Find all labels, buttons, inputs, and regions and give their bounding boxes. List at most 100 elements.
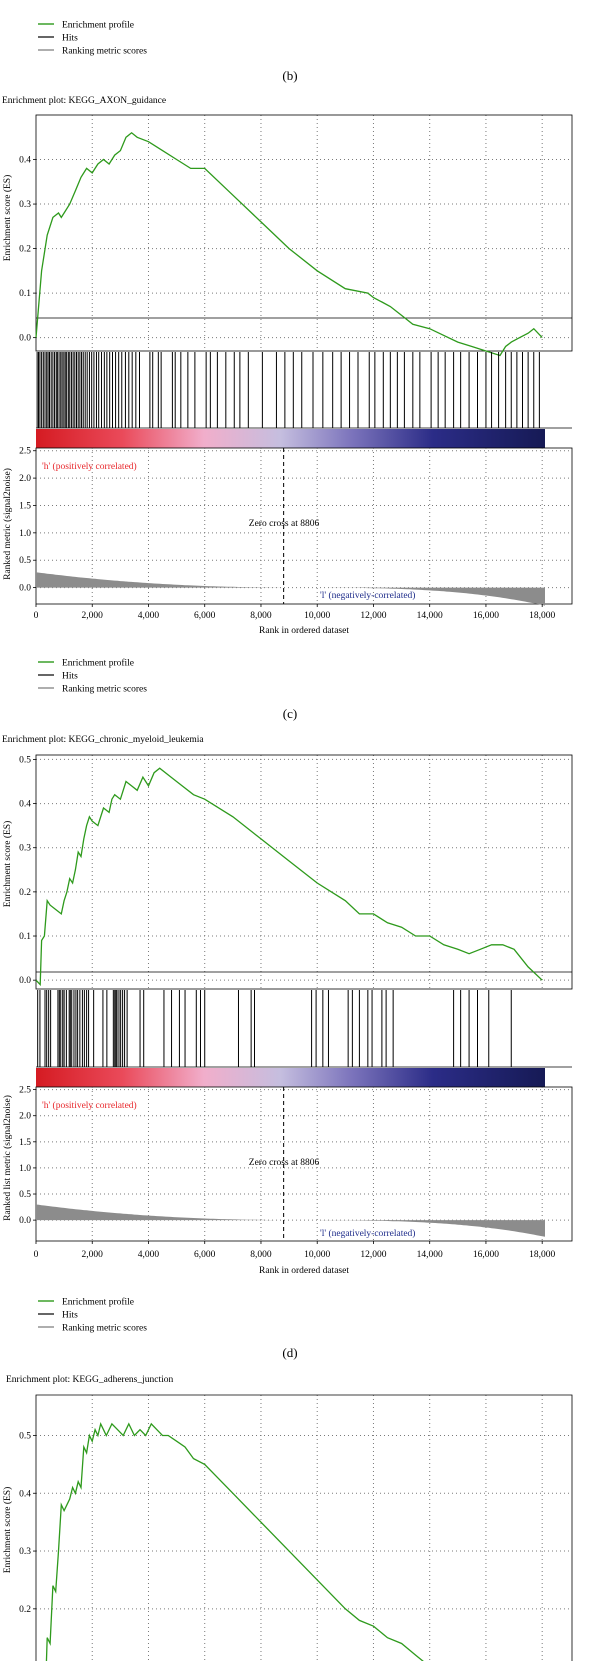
y-tick-label: 0.1 [19, 289, 31, 299]
x-tick-label: 2,000 [82, 611, 104, 621]
x-tick-label: 2,000 [82, 1250, 104, 1260]
legend-ranking-label: Ranking metric scores [62, 1324, 147, 1334]
x-tick-label: 6,000 [194, 1250, 216, 1260]
y-tick-label: 0.5 [19, 1431, 31, 1441]
panel-c-metric-grid [36, 1087, 572, 1241]
y-tick-label: 0.3 [19, 844, 31, 854]
panel-c-enrichment-plot: Enrichment plot: KEGG_chronic_myeloid_le… [2, 735, 573, 1276]
y-tick-label: 0.0 [19, 976, 31, 986]
panel-c-pos-label: 'h' (positively correlated) [42, 1100, 137, 1111]
x-tick-label: 16,000 [473, 1250, 499, 1260]
x-tick-label: 12,000 [360, 1250, 386, 1260]
y-tick-label: 2.0 [19, 1112, 31, 1122]
x-tick-label: 8,000 [250, 1250, 272, 1260]
panel-b-zero-cross-label: Zero cross at 8806 [249, 519, 320, 529]
legend-enrichment-label: Enrichment profile [62, 20, 134, 31]
panel-c-xlabel: Rank in ordered dataset [259, 1266, 349, 1276]
panel-c-hits [37, 990, 512, 1067]
panel-d-title: Enrichment plot: KEGG_adherens_junction [6, 1375, 174, 1385]
panel-c-es-grid [36, 755, 572, 989]
y-tick-label: 1.0 [19, 529, 31, 539]
x-tick-label: 6,000 [194, 611, 216, 621]
panel-d-es-frame [35, 1394, 573, 1661]
legend-b: Enrichment profile Hits Ranking metric s… [38, 658, 147, 695]
x-tick-label: 0 [34, 611, 39, 621]
legend-hits-label: Hits [62, 34, 78, 44]
x-tick-label: 18,000 [529, 1250, 555, 1260]
y-tick-label: 2.5 [19, 447, 31, 457]
y-tick-label: 0.5 [19, 556, 31, 566]
panel-b-es-ylabel: Enrichment score (ES) [2, 175, 13, 262]
panel-label-c: (c) [283, 706, 297, 721]
panel-c-es-ylabel: Enrichment score (ES) [2, 821, 13, 908]
panel-d-es-curve [45, 1421, 424, 1661]
y-tick-label: 2.5 [19, 1086, 31, 1096]
y-tick-label: 0.3 [19, 1547, 31, 1557]
y-tick-label: 1.5 [19, 1138, 31, 1148]
panel-c-es-frame [35, 754, 573, 990]
panel-b-xlabel: Rank in ordered dataset [259, 626, 349, 636]
panel-b-title: Enrichment plot: KEGG_AXON_guidance [2, 96, 166, 106]
y-tick-label: 0.4 [19, 1489, 31, 1499]
panel-b-metric-area [36, 572, 545, 606]
panel-b-enrichment-plot: Enrichment plot: KEGG_AXON_guidance 0.00… [2, 96, 573, 636]
y-tick-label: 1.5 [19, 501, 31, 511]
x-tick-label: 18,000 [529, 611, 555, 621]
x-tick-label: 4,000 [138, 611, 160, 621]
legend-hits-label: Hits [62, 672, 78, 682]
y-tick-label: 0.2 [19, 245, 31, 255]
x-tick-label: 10,000 [304, 1250, 330, 1260]
legend-a: Enrichment profile Hits Ranking metric s… [38, 20, 147, 57]
panel-c-metric-ylabel: Ranked list metric (signal2noise) [2, 1095, 13, 1221]
panel-b-es-yticks: 0.0 0.1 0.2 0.3 0.4 [19, 156, 36, 344]
legend-ranking-label: Ranking metric scores [62, 685, 147, 695]
panel-b-metric-yticks: 0.0 0.5 1.0 1.5 2.0 2.5 [19, 447, 36, 594]
panel-c-metric-frame [35, 1086, 573, 1242]
panel-b-hits [36, 352, 540, 428]
panel-d-enrichment-plot: Enrichment plot: KEGG_adherens_junction … [2, 1375, 573, 1661]
panel-b-metric-ylabel: Ranked metric (signal2noise) [2, 468, 13, 580]
x-tick-label: 4,000 [138, 1250, 160, 1260]
panel-c-title: Enrichment plot: KEGG_chronic_myeloid_le… [2, 735, 204, 745]
panel-b-xticks: 0 2,000 4,000 6,000 8,000 10,000 12,000 14,000 1… [34, 604, 556, 621]
panel-c-zero-cross-label: Zero cross at 8806 [249, 1158, 320, 1168]
x-tick-label: 0 [34, 1250, 39, 1260]
y-tick-label: 0.5 [19, 755, 31, 765]
y-tick-label: 0.1 [19, 932, 31, 942]
x-tick-label: 8,000 [250, 611, 272, 621]
legend-c: Enrichment profile Hits Ranking metric s… [38, 1297, 147, 1334]
panel-c-rank-gradient [36, 1068, 545, 1087]
y-tick-label: 0.0 [19, 584, 31, 594]
y-tick-label: 0.4 [19, 156, 31, 166]
legend-ranking-label: Ranking metric scores [62, 47, 147, 57]
y-tick-label: 0.0 [19, 1216, 31, 1226]
panel-c-xticks: 0 2,000 4,000 6,000 8,000 10,000 12,000 14,000 1… [34, 1241, 556, 1260]
y-tick-label: 0.0 [19, 334, 31, 344]
x-tick-label: 14,000 [417, 1250, 443, 1260]
y-tick-label: 0.2 [19, 888, 31, 898]
panel-c-es-yticks: 0.0 0.1 0.2 0.3 0.4 0.5 [19, 755, 36, 986]
y-tick-label: 0.3 [19, 200, 31, 210]
panel-label-b: (b) [282, 68, 297, 83]
panel-b-rank-gradient [36, 429, 545, 448]
panel-c-es-curve [35, 767, 543, 987]
y-tick-label: 0.4 [19, 800, 31, 810]
x-tick-label: 10,000 [304, 611, 330, 621]
x-tick-label: 16,000 [473, 611, 499, 621]
panel-d-es-yticks: 0.2 0.3 0.4 0.5 [19, 1431, 36, 1615]
panel-c-metric-area [36, 1204, 545, 1237]
panel-label-d: (d) [282, 1345, 297, 1360]
panel-c-metric-yticks: 0.0 0.5 1.0 1.5 2.0 2.5 [19, 1086, 36, 1226]
panel-b-metric-frame [35, 447, 573, 605]
x-tick-label: 14,000 [417, 611, 443, 621]
panel-c-neg-label: 'l' (negatively-correlated) [320, 1228, 415, 1239]
y-tick-label: 0.2 [19, 1605, 31, 1615]
legend-hits-label: Hits [62, 1311, 78, 1321]
panel-b-es-grid [36, 115, 572, 351]
panel-b-es-curve [35, 131, 543, 357]
panel-b-neg-label: 'l' (negatively-correlated) [320, 590, 415, 601]
x-tick-label: 12,000 [360, 611, 386, 621]
panel-b-es-frame [35, 114, 573, 352]
y-tick-label: 1.0 [19, 1164, 31, 1174]
